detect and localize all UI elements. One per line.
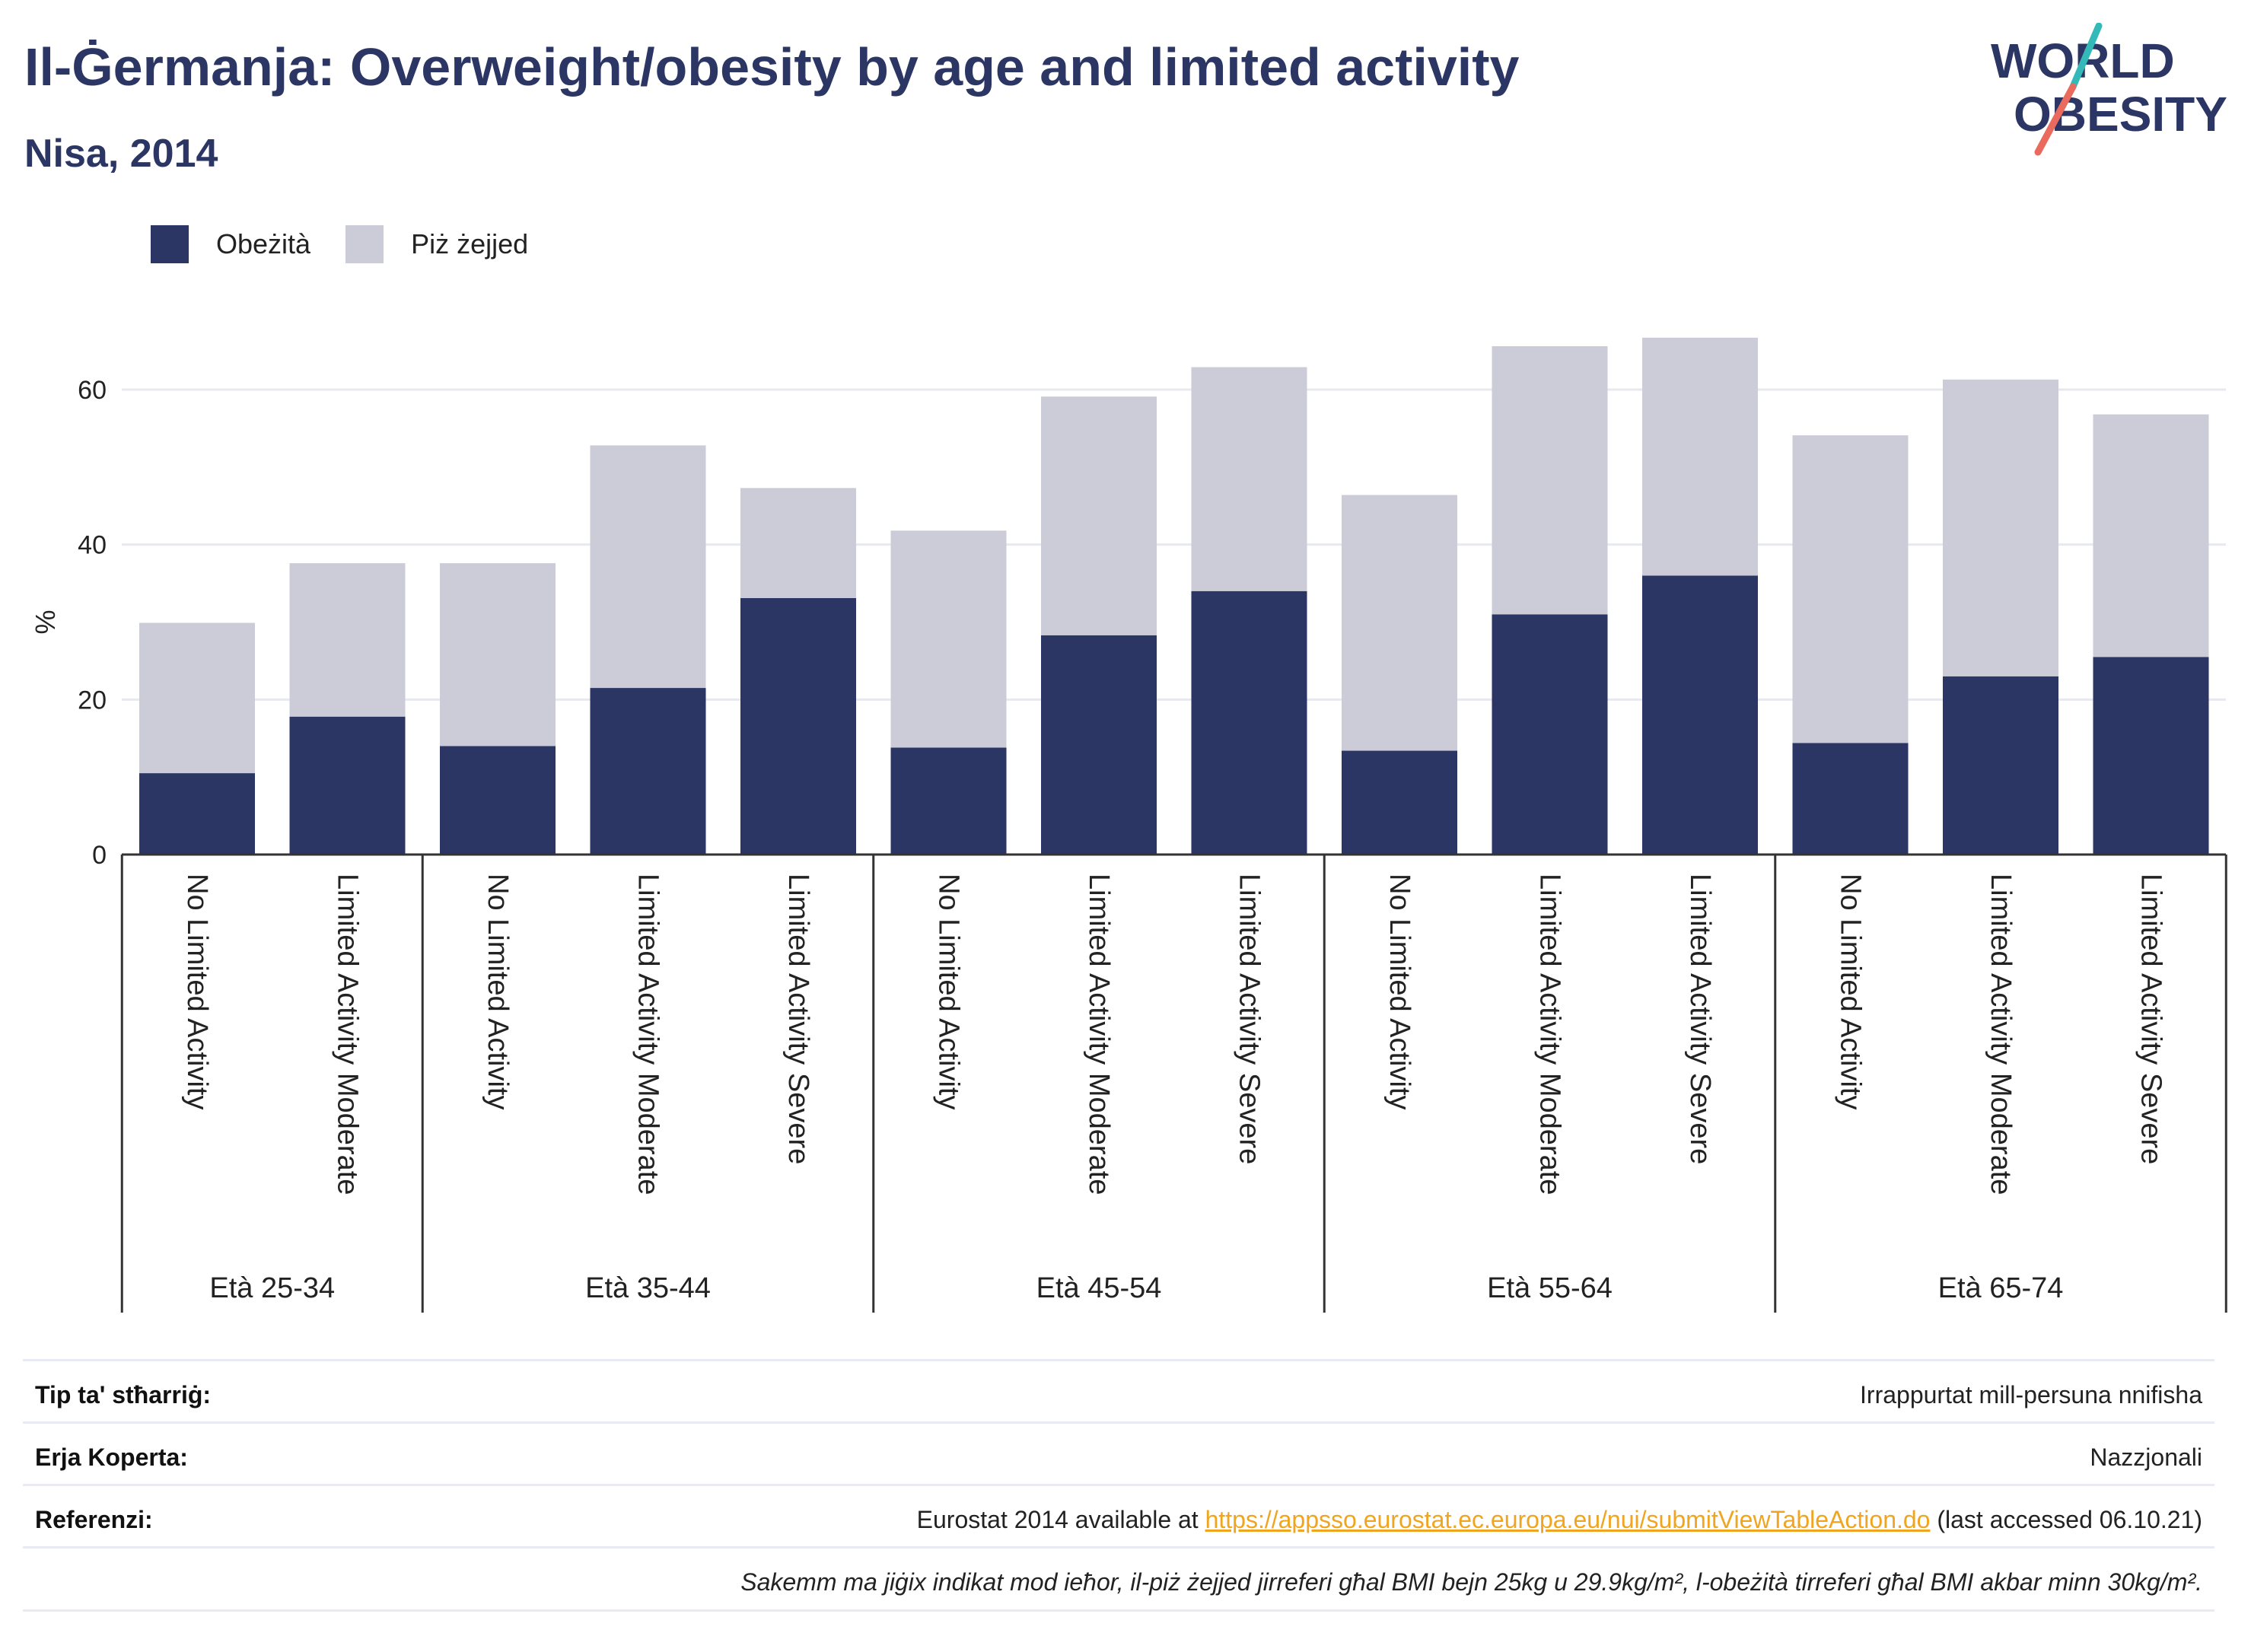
group-label-1: Età 35-44 [585, 1272, 711, 1304]
legend-label-overweight: Piż żejjed [411, 228, 529, 259]
x-tick-label-2-2: Limited Activity Severe [1234, 874, 1266, 1164]
bar-overweight-2-0 [890, 530, 1007, 748]
bar-obesity-1-2 [740, 597, 856, 855]
group-label-2: Età 45-54 [1036, 1272, 1162, 1304]
info-row-references: Referenzi: Eurostat 2014 available at ht… [23, 1484, 2214, 1547]
bar-obesity-4-1 [1943, 676, 2058, 855]
x-tick-label-2-0: No Limited Activity [933, 874, 965, 1109]
info-table: Tip ta' stħarriġ: Irrappurtat mill-persu… [23, 1359, 2214, 1618]
bar-obesity-2-1 [1041, 635, 1157, 855]
legend-swatch-obesity [151, 225, 189, 263]
bar-obesity-4-0 [1792, 743, 1909, 855]
legend-label-obesity: Obeżità [216, 228, 311, 259]
bar-obesity-4-2 [2093, 657, 2209, 855]
group-label-4: Età 65-74 [1938, 1272, 2064, 1304]
x-tick-label-0-0: No Limited Activity [181, 874, 213, 1109]
references-suffix: (last accessed 06.10.21) [1930, 1506, 2202, 1533]
bar-overweight-3-2 [1642, 337, 1758, 576]
survey-type-label: Tip ta' stħarriġ: [35, 1381, 212, 1408]
bar-obesity-3-2 [1642, 575, 1758, 855]
bar-obesity-0-0 [139, 773, 255, 855]
x-tick-label-4-2: Limited Activity Severe [2135, 874, 2167, 1164]
x-tick-label-4-1: Limited Activity Moderate [1985, 874, 2017, 1195]
bar-obesity-1-0 [440, 746, 556, 855]
x-tick-label-3-2: Limited Activity Severe [1684, 874, 1716, 1164]
bar-obesity-3-0 [1342, 750, 1457, 855]
logo-slash-teal [2069, 23, 2103, 91]
x-tick-label-3-1: Limited Activity Moderate [1534, 874, 1566, 1195]
y-tick-label-40: 40 [78, 531, 107, 560]
y-tick-label-20: 20 [78, 686, 107, 715]
definition-note: Sakemm ma jiġix indikat mod ieħor, il-pi… [740, 1568, 2202, 1596]
area-label: Erja Koperta: [35, 1444, 188, 1471]
bar-obesity-0-1 [289, 716, 406, 855]
x-tick-label-1-1: Limited Activity Moderate [632, 874, 664, 1195]
bar-overweight-2-2 [1191, 367, 1307, 591]
area-value: Nazzjonali [2090, 1444, 2202, 1471]
x-tick-label-0-1: Limited Activity Moderate [332, 874, 364, 1195]
bar-obesity-2-0 [890, 747, 1007, 855]
y-axis-label: % [30, 610, 61, 634]
logo-slash-coral [2034, 83, 2077, 156]
group-label-3: Età 55-64 [1487, 1272, 1613, 1304]
bar-obesity-1-1 [590, 688, 706, 855]
y-tick-label-0: 0 [92, 841, 107, 870]
legend-item-obesity[interactable]: Obeżità [151, 225, 310, 263]
y-tick-label-60: 60 [78, 376, 107, 405]
bar-obesity-3-1 [1492, 614, 1608, 855]
x-tick-label-1-2: Limited Activity Severe [782, 874, 814, 1164]
x-tick-label-1-0: No Limited Activity [482, 874, 514, 1109]
info-row-area: Erja Koperta: Nazzjonali [23, 1421, 2214, 1485]
bar-overweight-4-0 [1792, 435, 1909, 743]
bar-overweight-3-1 [1492, 345, 1608, 615]
references-link[interactable]: https://appsso.eurostat.ec.europa.eu/nui… [1205, 1506, 1931, 1533]
survey-type-value: Irrappurtat mill-persuna nnifisha [1860, 1381, 2202, 1408]
bar-overweight-0-0 [139, 622, 255, 774]
bar-overweight-1-0 [440, 563, 556, 746]
legend-item-overweight[interactable]: Piż żejjed [345, 225, 528, 263]
bar-overweight-0-1 [289, 563, 406, 717]
bar-overweight-1-1 [590, 445, 706, 689]
bar-overweight-2-1 [1041, 396, 1157, 635]
info-row-note: Sakemm ma jiġix indikat mod ieħor, il-pi… [23, 1546, 2214, 1612]
x-tick-label-4-0: No Limited Activity [1835, 874, 1867, 1109]
references-prefix: Eurostat 2014 available at [916, 1506, 1205, 1533]
group-label-0: Età 25-34 [209, 1272, 335, 1304]
chart-subtitle: Nisa, 2014 [24, 132, 218, 176]
bar-overweight-3-0 [1342, 495, 1457, 751]
bar-overweight-1-2 [740, 488, 856, 598]
bar-overweight-4-1 [1943, 379, 2058, 676]
references-value: Eurostat 2014 available at https://appss… [917, 1506, 2202, 1534]
chart-legend: Obeżità Piż żejjed [151, 225, 563, 263]
references-label: Referenzi: [35, 1506, 153, 1533]
chart-title: Il-Ġermanja: Overweight/obesity by age a… [24, 37, 1520, 97]
bar-obesity-2-2 [1191, 590, 1307, 855]
legend-swatch-overweight [345, 225, 384, 263]
stacked-bar-chart: 0 20 40 60% No Limited Activity Limited Activ… [30, 337, 2227, 1313]
x-tick-label-2-1: Limited Activity Moderate [1083, 874, 1115, 1195]
bar-overweight-4-2 [2093, 414, 2209, 657]
info-row-survey-type: Tip ta' stħarriġ: Irrappurtat mill-persu… [23, 1359, 2214, 1422]
world-obesity-logo: WORLD OBESITY [1991, 23, 2227, 156]
x-tick-label-3-0: No Limited Activity [1383, 874, 1415, 1109]
